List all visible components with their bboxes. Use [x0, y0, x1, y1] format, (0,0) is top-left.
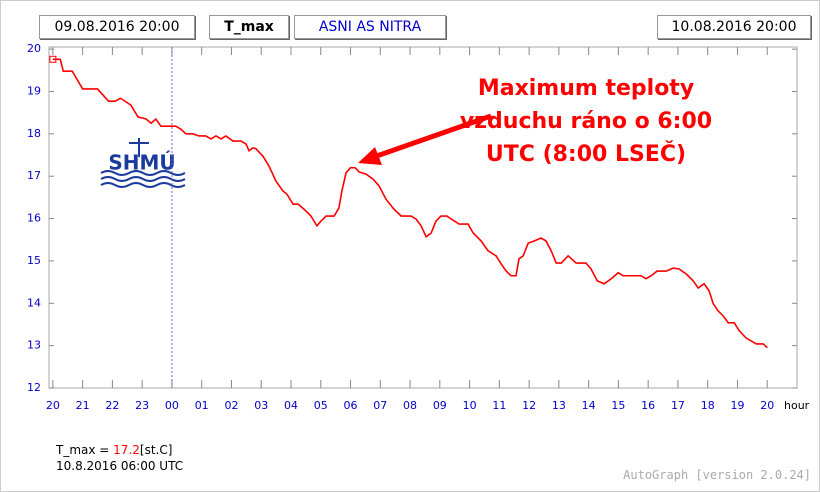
- x-tick-label: 21: [76, 399, 90, 412]
- version: AutoGraph [version 2.0.24]: [623, 468, 811, 482]
- y-tick-label: 16: [27, 212, 41, 225]
- y-tick-label: 12: [27, 381, 41, 394]
- x-tick-label: 23: [135, 399, 149, 412]
- x-tick-label: 03: [254, 399, 268, 412]
- readout-time: 10.8.2016 06:00 UTC: [56, 459, 184, 473]
- x-tick-label: 18: [701, 399, 715, 412]
- x-tick-label: 15: [611, 399, 625, 412]
- y-tick-label: 17: [27, 169, 41, 182]
- line: [52, 58, 768, 349]
- y-tick-label: 15: [27, 254, 41, 267]
- arrow: [370, 113, 492, 161]
- readout: T_max = 17.2[st.C]: [56, 443, 172, 457]
- logo-text: SHMÚ: [108, 151, 175, 175]
- x-tick-label: 01: [195, 399, 209, 412]
- annotation-line: vzduchu ráno o 6:00: [460, 109, 712, 134]
- x-tick-label: 14: [582, 399, 596, 412]
- x-tick-label: 00: [165, 399, 179, 412]
- y-tick-label: 19: [27, 84, 41, 97]
- x-tick-label: 22: [105, 399, 119, 412]
- start-date[interactable]: 09.08.2016 20:00: [39, 15, 195, 39]
- y-tick-label: 14: [27, 296, 41, 309]
- y-tick-label: 20: [27, 42, 41, 55]
- y-tick-label: 13: [27, 339, 41, 352]
- x-tick-label: 13: [552, 399, 566, 412]
- x-tick-label: 02: [224, 399, 238, 412]
- x-tick-label: 16: [641, 399, 655, 412]
- x-axis-label: hour: [784, 399, 810, 412]
- x-tick-label: 12: [522, 399, 536, 412]
- logo: [100, 138, 186, 188]
- x-tick-label: 17: [671, 399, 685, 412]
- readout-unit: [st.C]: [139, 443, 173, 457]
- x-tick-label: 20: [46, 399, 60, 412]
- end-date[interactable]: 10.08.2016 20:00: [657, 15, 811, 39]
- x-tick-label: 20: [760, 399, 774, 412]
- x-tick-label: 11: [492, 399, 506, 412]
- x-tick-label: 04: [284, 399, 298, 412]
- variable[interactable]: T_max: [209, 15, 289, 39]
- x-tick-label: 19: [730, 399, 744, 412]
- annotation-line: UTC (8:00 LSEČ): [486, 141, 686, 167]
- arrowhead: [358, 147, 382, 165]
- x-tick-label: 09: [433, 399, 447, 412]
- plot-frame: [48, 46, 798, 389]
- readout-prefix: T_max =: [56, 443, 114, 457]
- x-tick-label: 06: [344, 399, 358, 412]
- station[interactable]: ASNI AS NITRA: [294, 15, 446, 39]
- annotation: Maximum teploty vzduchu ráno o 6:00 UTC (8…: [460, 76, 712, 167]
- x-tick-label: 08: [403, 399, 417, 412]
- x-tick-label: 10: [463, 399, 477, 412]
- annotation-line: Maximum teploty: [478, 76, 694, 101]
- y-tick-label: 18: [27, 127, 41, 140]
- max-marker: [49, 55, 57, 63]
- x-tick-label: 05: [314, 399, 328, 412]
- readout-value: 17.2: [113, 443, 140, 457]
- x-tick-label: 07: [373, 399, 387, 412]
